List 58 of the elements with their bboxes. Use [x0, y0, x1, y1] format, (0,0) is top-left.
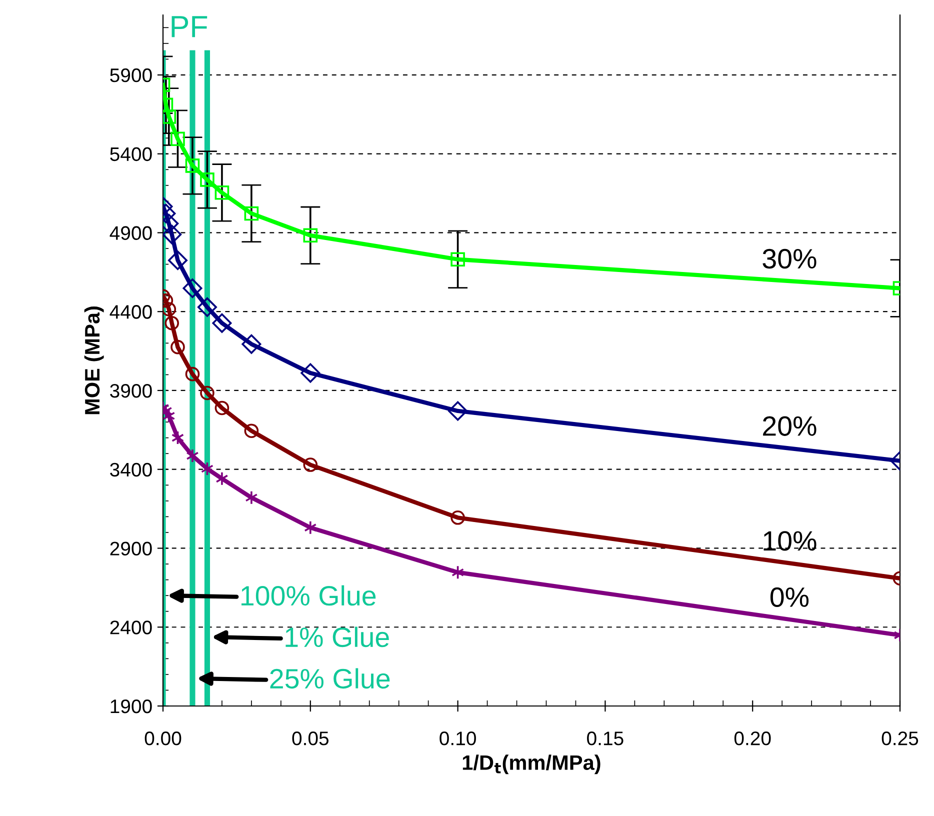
point — [214, 185, 230, 200]
ref-line-label: 25% Glue — [270, 668, 390, 689]
series-label: 10% — [764, 531, 816, 551]
point — [171, 430, 184, 445]
point — [216, 472, 228, 486]
point — [451, 565, 464, 580]
x-tick-label: 0.10 — [440, 732, 476, 746]
x-tick-label: 0.20 — [734, 732, 771, 746]
point — [185, 366, 200, 382]
y-tick-label: 2400 — [110, 620, 152, 634]
point — [450, 252, 465, 267]
annotation: PF — [172, 16, 208, 38]
point — [185, 158, 200, 173]
point — [244, 424, 259, 438]
point — [200, 172, 214, 187]
x-tick-label: 0.25 — [882, 732, 918, 746]
x-tick-label: 0.15 — [587, 732, 624, 746]
x-axis-title: 1/D$_{t}$(mm/MPa) — [462, 754, 600, 774]
point — [242, 334, 262, 354]
point — [450, 510, 465, 525]
series-label: 0% — [770, 587, 809, 608]
point — [163, 224, 182, 244]
series-label: 30% — [762, 248, 816, 269]
y-tick-label: 5900 — [110, 68, 152, 82]
point — [214, 400, 230, 416]
y-tick-label: 5400 — [110, 147, 152, 162]
x-tick-label: 0.00 — [144, 732, 182, 746]
point — [244, 206, 259, 221]
point — [300, 363, 320, 383]
point — [200, 386, 214, 400]
point — [200, 462, 214, 476]
x-tick-label: 0.05 — [292, 732, 329, 746]
point — [303, 458, 318, 472]
ref-line-label: 1% Glue — [286, 626, 389, 648]
point — [164, 316, 179, 330]
point — [163, 110, 176, 124]
y-tick-label: 1900 — [110, 699, 152, 714]
point — [163, 408, 176, 424]
point — [245, 490, 258, 505]
y-tick-label: 2900 — [110, 542, 152, 556]
point — [212, 313, 232, 333]
y-tick-label: 3400 — [110, 462, 152, 477]
point — [197, 297, 217, 317]
point — [303, 228, 318, 243]
series-label: 20% — [763, 416, 816, 436]
point — [163, 302, 176, 316]
y-axis-title: MOE (MPa) — [84, 306, 104, 414]
ref-line-label: 100% Glue — [242, 585, 376, 606]
y-tick-label: 3900 — [110, 384, 152, 398]
point — [168, 250, 188, 270]
point — [170, 132, 185, 146]
point — [186, 448, 199, 463]
point — [182, 278, 202, 298]
point — [448, 401, 468, 421]
point — [304, 520, 317, 535]
y-tick-label: 4400 — [110, 305, 152, 319]
point — [170, 340, 185, 354]
y-tick-label: 4900 — [110, 226, 152, 240]
